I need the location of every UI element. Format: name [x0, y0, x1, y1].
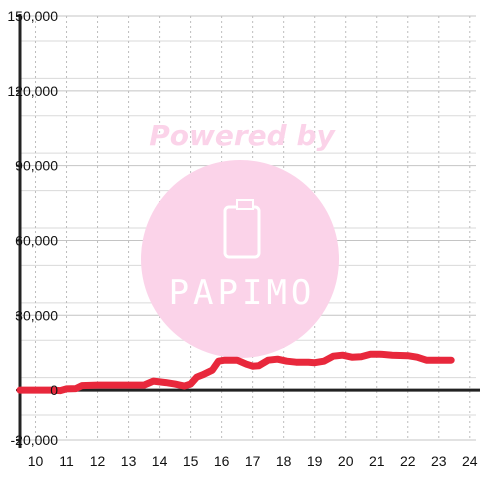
y-tick-label: 30,000 [15, 307, 58, 323]
x-tick-label: 21 [369, 453, 385, 469]
watermark-circle [141, 160, 339, 358]
tick-labels: -20,000 0 30,000 60,000 90,000 120,000 150,000… [7, 8, 477, 469]
x-tick-label: 23 [431, 453, 447, 469]
x-tick-label: 24 [462, 453, 478, 469]
x-tick-label: 20 [338, 453, 354, 469]
x-tick-label: 12 [90, 453, 106, 469]
x-tick-label: 22 [400, 453, 416, 469]
x-tick-label: 15 [183, 453, 199, 469]
x-tick-label: 18 [276, 453, 292, 469]
y-tick-label: 90,000 [15, 158, 58, 174]
y-tick-label: 60,000 [15, 232, 58, 248]
series-line [16, 350, 455, 395]
x-tick-label: 16 [214, 453, 230, 469]
x-tick-label: 13 [121, 453, 137, 469]
x-tick-label: 11 [59, 453, 74, 469]
watermark-logo: PAPIMO [169, 273, 316, 313]
y-tick-label: -20,000 [11, 432, 59, 448]
watermark-text: Powered by [149, 119, 336, 152]
y-tick-label: 0 [50, 382, 58, 398]
series [16, 350, 455, 395]
x-tick-label: 10 [28, 453, 44, 469]
x-tick-label: 17 [245, 453, 261, 469]
watermark: Powered by PAPIMO [141, 119, 339, 358]
y-tick-label: 120,000 [7, 83, 58, 99]
x-tick-label: 19 [307, 453, 323, 469]
phone-icon [223, 199, 261, 259]
x-tick-label: 14 [152, 453, 168, 469]
y-tick-label: 150,000 [7, 8, 58, 24]
